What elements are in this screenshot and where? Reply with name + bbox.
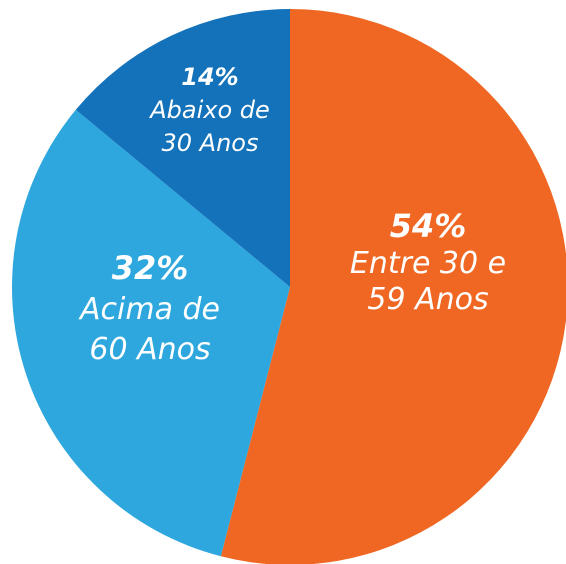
category-label: Entre 30 e 59 Anos xyxy=(350,246,506,317)
pie-slice xyxy=(11,109,290,557)
category-label: Abaixo de 30 Anos xyxy=(148,96,270,157)
category-label: Acima de 60 Anos xyxy=(78,292,220,367)
pie-slice xyxy=(75,9,290,287)
value-label: 54% xyxy=(390,207,467,245)
value-label: 14% xyxy=(181,63,238,91)
value-label: 32% xyxy=(112,249,189,287)
pie-slice xyxy=(220,9,566,564)
